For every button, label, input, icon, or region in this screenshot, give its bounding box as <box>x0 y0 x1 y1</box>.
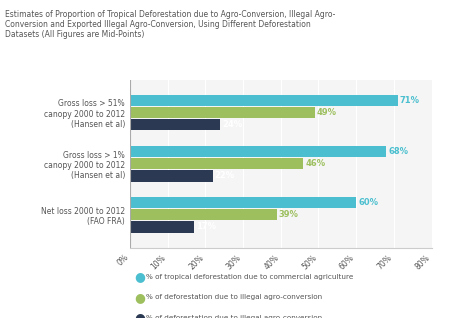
Text: ●: ● <box>134 312 145 318</box>
Text: 24%: 24% <box>222 120 242 129</box>
Text: 60%: 60% <box>357 198 377 207</box>
Text: 71%: 71% <box>399 96 419 105</box>
Bar <box>130 209 276 220</box>
Bar <box>130 170 213 182</box>
Bar <box>130 119 220 130</box>
Text: 46%: 46% <box>305 159 325 168</box>
Text: Estimates of Proportion of Tropical Deforestation due to Agro-Conversion, Illega: Estimates of Proportion of Tropical Defo… <box>5 10 334 39</box>
Bar <box>130 158 303 169</box>
Text: ●: ● <box>134 291 145 304</box>
Bar <box>130 197 356 208</box>
Bar <box>130 146 386 157</box>
Text: % of deforestation due to illegal agro-conversion: % of deforestation due to illegal agro-c… <box>146 315 322 318</box>
Bar <box>130 107 314 118</box>
Text: 22%: 22% <box>214 171 234 180</box>
Bar <box>130 95 397 106</box>
Text: 68%: 68% <box>388 147 407 156</box>
Text: ●: ● <box>134 270 145 283</box>
Text: % of deforestation due to illegal agro-conversion: % of deforestation due to illegal agro-c… <box>146 294 322 300</box>
Text: 17%: 17% <box>195 223 215 232</box>
Text: 49%: 49% <box>316 108 336 117</box>
Bar <box>130 221 194 232</box>
Text: % of tropical deforestation due to commercial agriculture: % of tropical deforestation due to comme… <box>146 274 353 280</box>
Text: 39%: 39% <box>278 210 298 219</box>
